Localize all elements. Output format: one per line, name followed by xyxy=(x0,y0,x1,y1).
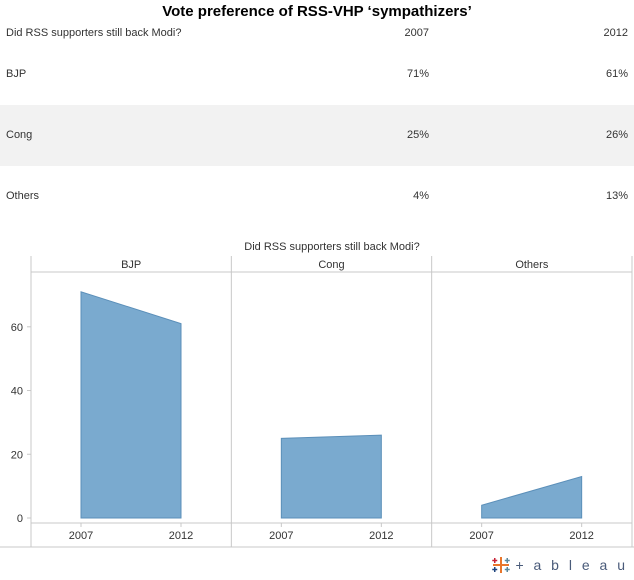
x-tick-label: 2007 xyxy=(469,530,493,542)
table-row: BJP 71% 61% xyxy=(0,44,634,105)
y-tick-label: 60 xyxy=(11,322,23,334)
cell-bjp-2007: 71% xyxy=(406,68,429,80)
table-row: Others 4% 13% xyxy=(0,166,634,227)
table-header-row: Did RSS supporters still back Modi? 2007… xyxy=(0,22,634,44)
table-row: Cong 25% 26% xyxy=(0,105,634,166)
panel-header-bjp: BJP xyxy=(121,259,141,271)
x-tick-label: 2012 xyxy=(369,530,393,542)
area-cong xyxy=(280,434,382,519)
chart-title: Did RSS supporters still back Modi? xyxy=(244,241,419,253)
cell-cong-2012: 26% xyxy=(605,129,628,141)
cell-others-2007: 4% xyxy=(413,190,429,202)
table-question-header: Did RSS supporters still back Modi? xyxy=(6,27,182,39)
cell-cong-2007: 25% xyxy=(406,129,429,141)
y-tick-label: 20 xyxy=(11,449,23,461)
x-tick-label: 2007 xyxy=(269,530,293,542)
page-title: Vote preference of RSS-VHP ‘sympathizers… xyxy=(162,3,472,20)
area-others xyxy=(481,475,583,519)
y-tick-label: 40 xyxy=(11,386,23,398)
cell-others-2012: 13% xyxy=(605,190,628,202)
row-label-bjp: BJP xyxy=(6,68,27,80)
panel-header-cong: Cong xyxy=(318,259,344,271)
row-label-cong: Cong xyxy=(6,129,33,141)
x-tick-label: 2007 xyxy=(69,530,93,542)
panel-header-others: Others xyxy=(515,259,549,271)
area-bjp xyxy=(80,291,182,519)
cell-bjp-2012: 61% xyxy=(605,68,628,80)
tableau-logo: + a b l e a u xyxy=(491,554,628,576)
tableau-cross-icon xyxy=(492,557,511,573)
area-chart: Did RSS supporters still back Modi? 0 20 40… xyxy=(0,241,634,548)
column-header-2012: 2012 xyxy=(603,27,628,39)
x-tick-label: 2012 xyxy=(169,530,193,542)
chart-area: Did RSS supporters still back Modi? 0 20 40… xyxy=(0,236,634,548)
data-table: Did RSS supporters still back Modi? 2007… xyxy=(0,22,634,227)
row-label-others: Others xyxy=(6,190,40,202)
x-tick-label: 2012 xyxy=(569,530,593,542)
y-tick-label: 0 xyxy=(17,513,23,525)
tableau-wordmark: + a b l e a u xyxy=(515,557,628,573)
column-header-2007: 2007 xyxy=(404,27,429,39)
